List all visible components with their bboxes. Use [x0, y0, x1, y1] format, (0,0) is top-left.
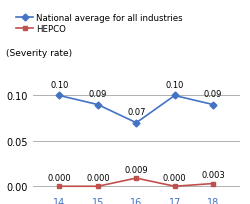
Text: 0.09: 0.09	[204, 90, 222, 99]
Text: (Severity rate): (Severity rate)	[6, 49, 72, 58]
Text: 0.09: 0.09	[89, 90, 107, 99]
Text: 0.10: 0.10	[166, 81, 184, 90]
Text: 0.10: 0.10	[50, 81, 68, 90]
Text: 0.07: 0.07	[127, 108, 146, 117]
Legend: National average for all industries, HEPCO: National average for all industries, HEP…	[16, 14, 182, 34]
Text: 0.003: 0.003	[201, 170, 225, 179]
Text: 0.000: 0.000	[86, 173, 110, 182]
Text: 0.009: 0.009	[124, 165, 148, 174]
Text: 0.000: 0.000	[48, 173, 71, 182]
Text: 0.000: 0.000	[163, 173, 186, 182]
